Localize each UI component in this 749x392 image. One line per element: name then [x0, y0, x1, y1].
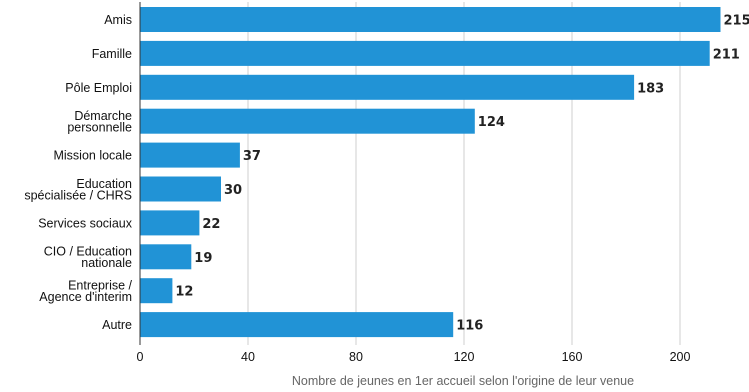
- value-labels: 215 211 183 124 37 30 22 19 12 116: [175, 14, 749, 334]
- category-labels: Amis Famille Pôle Emploi Démarche personnell…: [24, 13, 132, 332]
- x-axis-title: Nombre de jeunes en 1er accueil selon l'…: [292, 374, 634, 388]
- value-label: 19: [194, 251, 212, 266]
- bar: [140, 74, 635, 100]
- value-label: 183: [637, 81, 664, 96]
- bars: [140, 7, 721, 338]
- bar: [140, 108, 475, 134]
- bar: [140, 312, 454, 338]
- value-label: 22: [202, 217, 220, 232]
- value-label: 124: [478, 115, 505, 130]
- bar: [140, 40, 710, 66]
- x-tick-label: 120: [454, 350, 475, 364]
- value-label: 211: [713, 47, 740, 62]
- category-label: Amis: [104, 13, 132, 27]
- category-label: CIO / Education nationale: [44, 245, 132, 270]
- x-tick-label: 160: [562, 350, 583, 364]
- value-label: 30: [224, 183, 242, 198]
- category-label: Mission locale: [53, 149, 132, 163]
- x-tick-labels: 0 40 80 120 160 200: [137, 350, 691, 364]
- x-tick-label: 80: [349, 350, 363, 364]
- x-tick-label: 0: [137, 350, 144, 364]
- value-label: 12: [175, 285, 193, 300]
- category-label: Autre: [102, 318, 132, 332]
- bar: [140, 176, 221, 202]
- x-tick-label: 40: [241, 350, 255, 364]
- category-label: Entreprise / Agence d'interim: [39, 278, 132, 304]
- category-label: Services sociaux: [38, 216, 133, 230]
- category-label: Famille: [92, 47, 132, 61]
- value-label: 215: [724, 14, 749, 29]
- category-label: Education spécialisée / CHRS: [24, 177, 132, 203]
- category-label: Démarche personnelle: [67, 109, 132, 135]
- value-label: 116: [456, 319, 483, 334]
- bar: [140, 210, 200, 236]
- bar: [140, 7, 721, 32]
- bar: [140, 142, 240, 168]
- value-label: 37: [243, 149, 261, 164]
- bar: [140, 244, 192, 270]
- bar: [140, 278, 173, 304]
- x-tick-label: 200: [670, 350, 691, 364]
- category-label: Pôle Emploi: [65, 81, 132, 95]
